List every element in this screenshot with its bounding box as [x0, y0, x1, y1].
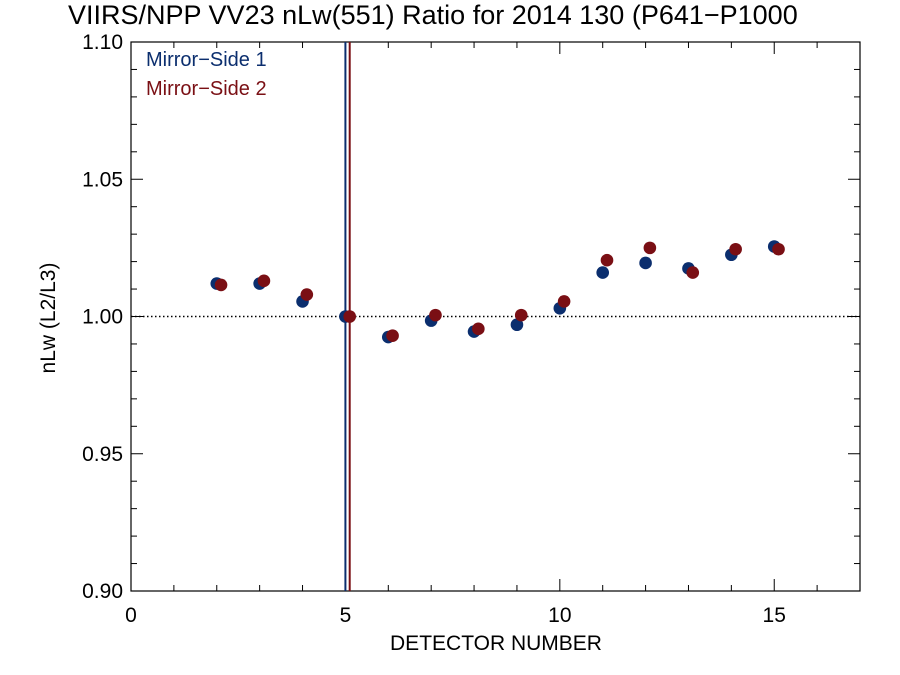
x-axis-label: DETECTOR NUMBER: [390, 632, 602, 655]
legend-label-mirror-side-2: Mirror−Side 2: [146, 78, 267, 100]
data-point-series-1: [639, 256, 652, 270]
y-axis-label: nLw (L2/L3): [37, 263, 60, 374]
x-tick-label: 0: [125, 604, 137, 627]
data-point-series-2: [643, 241, 657, 255]
data-point-series-2: [386, 329, 399, 343]
data-point-series-2: [514, 308, 528, 322]
legend-label-mirror-side-1: Mirror−Side 1: [146, 49, 267, 71]
data-point-series-1: [596, 266, 610, 279]
data-point-series-2: [557, 295, 571, 308]
data-point-series-2: [729, 242, 742, 256]
data-point-series-2: [686, 266, 700, 279]
x-tick-label: 5: [340, 604, 352, 627]
data-point-series-2: [772, 242, 785, 256]
data-point-series-2: [257, 274, 271, 288]
x-tick-label: 10: [548, 604, 571, 627]
data-point-series-2: [214, 278, 228, 292]
chart-title: VIIRS/NPP VV23 nLw(551) Ratio for 2014 1…: [68, 0, 798, 30]
data-point-series-2: [472, 322, 485, 336]
data-point-series-2: [600, 253, 614, 267]
data-point-series-2: [300, 288, 314, 301]
y-tick-label: 0.90: [82, 580, 123, 603]
y-tick-label: 1.10: [82, 31, 123, 54]
x-tick-label: 15: [763, 604, 786, 627]
y-tick-label: 0.95: [82, 443, 123, 466]
data-point-series-2: [343, 310, 357, 323]
plot-area: 0 5 10 15 0.90 0.95 1.00 1.05 1.10: [82, 31, 861, 627]
data-point-series-2: [429, 308, 442, 322]
legend: Mirror−Side 1 Mirror−Side 2: [146, 49, 267, 100]
data-point-series-1: [510, 318, 524, 332]
y-tick-label: 1.00: [82, 306, 123, 329]
y-tick-label: 1.05: [82, 168, 123, 191]
